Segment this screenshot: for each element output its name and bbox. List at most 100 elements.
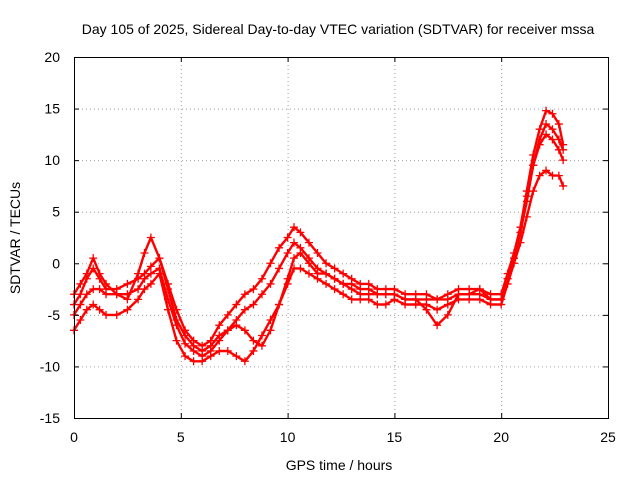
data-point xyxy=(433,321,442,330)
data-point xyxy=(535,171,544,180)
data-point xyxy=(266,326,275,335)
data-point xyxy=(304,238,313,247)
data-point xyxy=(140,285,149,294)
data-point xyxy=(516,228,525,237)
data-point xyxy=(443,300,452,309)
data-point xyxy=(364,295,373,304)
data-point xyxy=(146,233,155,242)
data-point xyxy=(232,321,241,330)
y-tick-label: 10 xyxy=(44,152,60,168)
y-tick-label: 5 xyxy=(52,204,60,220)
data-point xyxy=(554,171,563,180)
data-point xyxy=(140,248,149,257)
data-point xyxy=(240,357,249,366)
data-point xyxy=(401,295,410,304)
data-point xyxy=(422,305,431,314)
data-point xyxy=(140,274,149,283)
data-point xyxy=(123,279,132,288)
data-point xyxy=(249,300,258,309)
data-point xyxy=(189,341,198,350)
data-point xyxy=(95,285,104,294)
data-point xyxy=(89,300,98,309)
data-point xyxy=(134,269,143,278)
data-point xyxy=(206,341,215,350)
data-point xyxy=(155,269,164,278)
data-point xyxy=(275,243,284,252)
data-point xyxy=(559,181,568,190)
data-point xyxy=(102,290,111,299)
grid-lines xyxy=(74,57,608,418)
data-point xyxy=(304,259,313,268)
y-axis-label: SDTVAR / TECUs xyxy=(7,182,23,294)
x-tick-label: 25 xyxy=(600,429,616,445)
data-point xyxy=(172,316,181,325)
data-point xyxy=(535,125,544,134)
data-point xyxy=(339,290,348,299)
data-point xyxy=(95,269,104,278)
data-point xyxy=(290,238,299,247)
data-point xyxy=(146,262,155,271)
data-point xyxy=(296,264,305,273)
data-point xyxy=(223,310,232,319)
y-tick-label: 15 xyxy=(44,101,60,117)
y-tick-label: -15 xyxy=(40,410,60,426)
data-point xyxy=(283,274,292,283)
data-point xyxy=(283,248,292,257)
data-point xyxy=(223,326,232,335)
data-point xyxy=(290,254,299,263)
x-tick-label: 0 xyxy=(70,429,78,445)
data-point xyxy=(123,305,132,314)
data-point xyxy=(232,300,241,309)
data-point xyxy=(89,254,98,263)
data-point xyxy=(223,346,232,355)
data-point xyxy=(475,295,484,304)
data-point xyxy=(322,279,331,288)
data-point xyxy=(548,125,557,134)
data-point xyxy=(304,269,313,278)
data-point xyxy=(249,346,258,355)
data-point xyxy=(163,305,172,314)
data-point xyxy=(313,269,322,278)
data-point xyxy=(390,290,399,299)
data-point xyxy=(123,295,132,304)
x-tick-labels: 0 5 10 15 20 25 xyxy=(70,429,616,445)
data-point xyxy=(559,156,568,165)
data-point xyxy=(232,352,241,361)
data-point xyxy=(76,279,85,288)
series-line xyxy=(72,122,565,353)
data-point xyxy=(240,305,249,314)
data-point xyxy=(146,269,155,278)
data-point xyxy=(433,305,442,314)
data-point xyxy=(249,336,258,345)
data-point xyxy=(296,228,305,237)
data-point xyxy=(189,357,198,366)
data-point xyxy=(102,279,111,288)
data-point xyxy=(215,331,224,340)
data-point xyxy=(240,290,249,299)
data-point xyxy=(548,109,557,118)
y-tick-label: -10 xyxy=(40,358,60,374)
data-point xyxy=(529,187,538,196)
data-point xyxy=(257,290,266,299)
data-point xyxy=(347,279,356,288)
data-point xyxy=(181,331,190,340)
data-point xyxy=(503,274,512,283)
x-tick-label: 15 xyxy=(387,429,403,445)
data-point xyxy=(163,285,172,294)
data-point xyxy=(554,120,563,129)
data-point xyxy=(433,295,442,304)
data-point xyxy=(529,161,538,170)
data-point xyxy=(198,346,207,355)
data-point xyxy=(373,290,382,299)
data-point xyxy=(411,295,420,304)
data-point xyxy=(206,352,215,361)
data-point xyxy=(95,305,104,314)
data-point xyxy=(257,341,266,350)
data-point xyxy=(364,285,373,294)
y-tick-label: -5 xyxy=(48,307,61,323)
data-point xyxy=(339,269,348,278)
data-point xyxy=(330,274,339,283)
data-point xyxy=(559,145,568,154)
